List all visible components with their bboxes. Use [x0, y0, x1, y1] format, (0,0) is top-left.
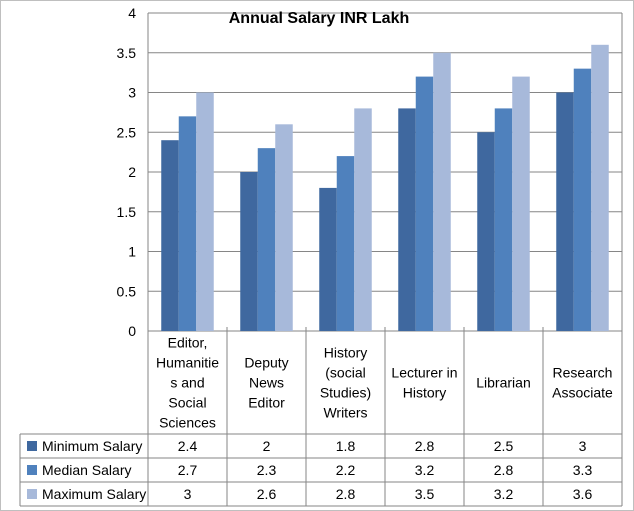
- y-tick-label: 1: [128, 244, 136, 260]
- bar: [591, 44, 609, 332]
- bar: [398, 108, 416, 332]
- bar: [556, 92, 574, 331]
- x-tick-label: News: [249, 375, 284, 391]
- data-table-value: 2.5: [494, 438, 514, 454]
- data-table-value: 2: [263, 438, 271, 454]
- x-tick-label: Editor: [248, 395, 285, 411]
- x-tick-label: Associate: [552, 385, 613, 401]
- y-tick-label: 0: [128, 323, 136, 339]
- legend-key: [27, 489, 37, 499]
- legend-key: [27, 465, 37, 475]
- data-table-value: 2.7: [178, 462, 198, 478]
- x-tick-label: s and: [170, 375, 204, 391]
- data-table-value: 3.2: [415, 462, 435, 478]
- bar: [494, 108, 513, 332]
- x-tick-label: History: [324, 345, 368, 361]
- legend-key: [27, 441, 37, 451]
- x-tick-label: Editor,: [168, 335, 208, 351]
- bar: [415, 76, 434, 331]
- legend-label: Maximum Salary: [42, 486, 146, 502]
- bar: [433, 52, 451, 331]
- bar: [512, 76, 530, 331]
- data-table-value: 3.5: [415, 486, 435, 502]
- bar: [178, 116, 197, 331]
- legend-label: Minimum Salary: [42, 438, 142, 454]
- bar: [196, 92, 214, 331]
- data-table-value: 3: [579, 438, 587, 454]
- chart-title: Annual Salary INR Lakh: [229, 10, 410, 27]
- y-tick-label: 4: [128, 5, 136, 21]
- bar: [354, 108, 372, 332]
- legend-label: Median Salary: [42, 462, 132, 478]
- bar: [275, 124, 293, 331]
- x-tick-label: (social: [325, 365, 365, 381]
- bar: [477, 132, 495, 331]
- data-table-value: 1.8: [336, 438, 356, 454]
- x-tick-label: History: [403, 385, 447, 401]
- y-tick-label: 0.5: [117, 283, 137, 299]
- y-tick-label: 1.5: [117, 204, 137, 220]
- y-tick-label: 3.5: [117, 45, 137, 61]
- x-tick-label: Sciences: [159, 415, 216, 431]
- x-tick-label: Social: [168, 395, 206, 411]
- x-tick-label: Deputy: [244, 355, 288, 371]
- x-tick-label: Studies): [320, 385, 371, 401]
- x-tick-label: Librarian: [476, 375, 530, 391]
- data-table-value: 2.8: [415, 438, 435, 454]
- x-tick-label: Research: [553, 365, 613, 381]
- bar: [161, 140, 179, 331]
- x-tick-label: Writers: [323, 405, 367, 421]
- data-table-value: 2.8: [336, 486, 356, 502]
- bar: [257, 148, 276, 331]
- bar: [319, 187, 337, 331]
- x-tick-label: Lecturer in: [391, 365, 457, 381]
- data-table-value: 3.6: [573, 486, 593, 502]
- y-tick-label: 2.5: [117, 124, 137, 140]
- data-table-value: 2.3: [257, 462, 277, 478]
- data-table-value: 2.2: [336, 462, 356, 478]
- data-table-value: 3.3: [573, 462, 593, 478]
- bar: [573, 68, 592, 332]
- data-table-value: 2.4: [178, 438, 198, 454]
- bar: [240, 172, 258, 331]
- y-tick-label: 3: [128, 85, 136, 101]
- x-tick-label: Humanitie: [156, 355, 219, 371]
- data-table-value: 3: [184, 486, 192, 502]
- data-table-value: 2.6: [257, 486, 277, 502]
- data-table-value: 3.2: [494, 486, 514, 502]
- bar: [336, 156, 355, 331]
- y-tick-label: 2: [128, 164, 136, 180]
- data-table-value: 2.8: [494, 462, 514, 478]
